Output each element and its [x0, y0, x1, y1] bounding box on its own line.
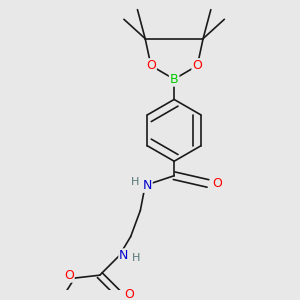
Text: O: O — [146, 59, 156, 72]
Text: O: O — [64, 269, 74, 282]
Text: N: N — [142, 179, 152, 192]
Text: H: H — [131, 178, 140, 188]
Text: O: O — [124, 288, 134, 300]
Text: B: B — [170, 73, 178, 86]
Text: H: H — [132, 253, 141, 263]
Text: O: O — [192, 59, 202, 72]
Text: O: O — [213, 177, 223, 190]
Text: N: N — [119, 249, 129, 262]
